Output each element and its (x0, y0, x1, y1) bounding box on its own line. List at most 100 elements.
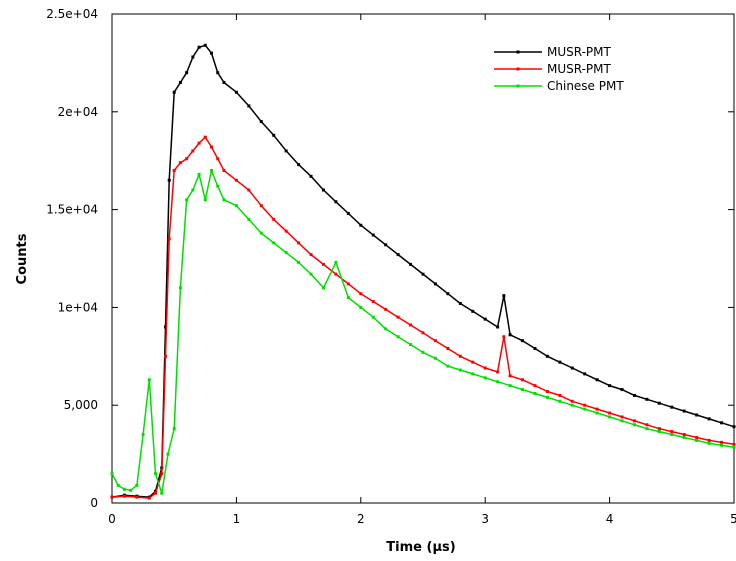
data-point (272, 241, 276, 245)
data-point (670, 405, 674, 409)
data-point (116, 483, 120, 487)
data-point (720, 443, 724, 447)
data-point (309, 253, 313, 257)
data-point (309, 174, 313, 178)
data-point (284, 251, 288, 255)
data-point (433, 282, 437, 286)
data-point (247, 188, 251, 192)
data-point (695, 435, 699, 439)
data-point (371, 233, 375, 237)
data-point (458, 368, 462, 372)
data-point (521, 339, 525, 343)
data-point (682, 409, 686, 413)
data-point (321, 286, 325, 290)
series-2 (110, 168, 736, 495)
data-point (191, 149, 195, 153)
data-point (471, 360, 475, 364)
x-tick-label: 5 (730, 512, 736, 526)
data-point (521, 388, 525, 392)
data-point (216, 184, 220, 188)
legend-label: MUSR-PMT (547, 62, 612, 76)
data-point (620, 419, 624, 423)
data-point (384, 243, 388, 247)
data-point (247, 217, 251, 221)
data-point (396, 253, 400, 257)
data-point (695, 438, 699, 442)
data-point (185, 71, 189, 75)
series-line (111, 169, 735, 494)
data-point (496, 370, 500, 374)
data-point (210, 51, 214, 55)
x-tick-label: 2 (357, 512, 365, 526)
legend-item: MUSR-PMT (494, 45, 612, 59)
data-point (272, 217, 276, 221)
legend-label: Chinese PMT (547, 79, 624, 93)
data-point (160, 472, 164, 476)
data-point (154, 491, 158, 495)
data-point (284, 149, 288, 153)
data-point (122, 494, 126, 498)
data-point (247, 104, 251, 108)
data-point (172, 90, 176, 94)
data-point (163, 325, 167, 329)
legend-marker (516, 67, 520, 71)
data-point (371, 315, 375, 319)
data-point (583, 372, 587, 376)
data-point (433, 339, 437, 343)
data-point (259, 231, 263, 235)
data-point (595, 411, 599, 415)
data-point (197, 172, 201, 176)
data-point (496, 325, 500, 329)
data-point (321, 262, 325, 266)
data-point (272, 133, 276, 137)
y-tick-label: 1e+04 (58, 300, 98, 314)
data-point (172, 168, 176, 172)
data-point (508, 374, 512, 378)
data-point (446, 292, 450, 296)
data-point (191, 55, 195, 59)
data-point (297, 260, 301, 264)
data-point (421, 350, 425, 354)
data-point (645, 423, 649, 427)
data-point (222, 80, 226, 84)
legend-marker (516, 50, 520, 54)
data-point (203, 198, 207, 202)
data-point (558, 393, 562, 397)
data-point (409, 262, 413, 266)
data-point (191, 188, 195, 192)
data-point (545, 395, 549, 399)
data-point (471, 372, 475, 376)
data-point (502, 294, 506, 298)
data-point (167, 178, 171, 182)
data-point (608, 411, 612, 415)
data-point (471, 309, 475, 313)
data-point (160, 491, 164, 495)
data-point (135, 483, 139, 487)
data-point (172, 427, 176, 431)
legend: MUSR-PMT MUSR-PMT Chinese PMT (494, 45, 624, 93)
data-point (545, 354, 549, 358)
data-point (545, 390, 549, 394)
data-point (396, 315, 400, 319)
series-layer (110, 43, 736, 500)
data-point (483, 366, 487, 370)
data-point (583, 403, 587, 407)
data-point (421, 272, 425, 276)
data-point (110, 495, 114, 499)
data-point (203, 43, 207, 47)
plot-area (111, 13, 735, 504)
series-1 (110, 135, 736, 500)
data-point (346, 282, 350, 286)
data-point (458, 354, 462, 358)
data-point (632, 419, 636, 423)
data-point (259, 120, 263, 124)
data-point (409, 323, 413, 327)
data-point (645, 397, 649, 401)
data-point (620, 388, 624, 392)
data-point (178, 161, 182, 165)
data-point (558, 360, 562, 364)
data-point (707, 417, 711, 421)
data-point (446, 364, 450, 368)
data-point (521, 378, 525, 382)
